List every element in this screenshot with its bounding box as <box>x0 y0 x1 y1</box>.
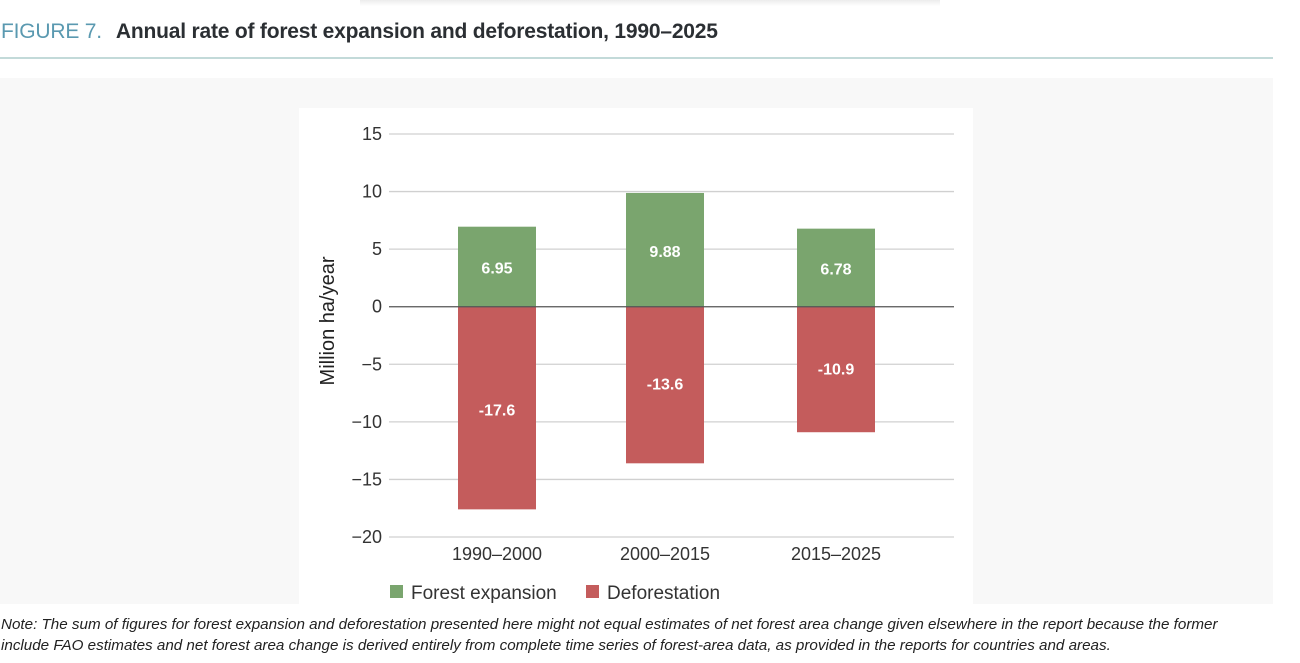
chart-area: 15 10 5 0 −5 −10 −15 −20 1990–2000 2000–2015 2015… <box>299 108 973 604</box>
legend: Forest expansion Deforestation <box>390 583 720 604</box>
deforestation-value-label: -17.6 <box>479 403 516 420</box>
deforestation-value-label: -13.6 <box>647 377 684 394</box>
figure-number: FIGURE 7. <box>1 20 102 43</box>
deforestation-bar <box>797 306 875 433</box>
forest-expansion-bar <box>626 192 704 307</box>
bar-data-labels: 6.95 9.88 6.78 -17.6 -13.6 -10.9 <box>479 244 855 420</box>
y-tick-labels: 15 10 5 0 −5 −10 −15 −20 <box>351 124 382 547</box>
top-shadow <box>360 0 940 6</box>
forest-expansion-value-label: 6.95 <box>481 261 512 278</box>
legend-label: Deforestation <box>607 583 720 604</box>
figure-title: FIGURE 7. Annual rate of forest expansion… <box>1 20 718 44</box>
deforestation-bar <box>626 306 704 464</box>
legend-label: Forest expansion <box>411 583 557 604</box>
bars <box>458 192 875 510</box>
figure-title-text: Annual rate of forest expansion and defo… <box>115 20 718 43</box>
figure-note: Note: The sum of figures for forest expa… <box>1 616 1218 654</box>
legend-swatch-forest-expansion <box>390 585 403 598</box>
forest-expansion-value-label: 9.88 <box>649 244 680 261</box>
x-category-label: 1990–2000 <box>452 544 542 564</box>
y-tick-label: −20 <box>351 527 382 547</box>
x-category-labels: 1990–2000 2000–2015 2015–2025 <box>452 544 881 564</box>
y-tick-label: 0 <box>372 297 382 317</box>
deforestation-bar <box>458 306 536 510</box>
forest-expansion-bar <box>797 228 875 307</box>
y-tick-label: 5 <box>372 239 382 259</box>
y-tick-label: 10 <box>362 182 382 202</box>
y-tick-label: −15 <box>351 469 382 489</box>
x-category-label: 2015–2025 <box>791 544 881 564</box>
deforestation-value-label: -10.9 <box>818 362 855 379</box>
y-tick-label: −5 <box>361 354 382 374</box>
y-tick-label: −10 <box>351 412 382 432</box>
forest-expansion-bar <box>458 226 536 307</box>
legend-swatch-deforestation <box>586 585 599 598</box>
title-divider <box>0 57 1273 59</box>
x-category-label: 2000–2015 <box>620 544 710 564</box>
y-tick-label: 15 <box>362 124 382 144</box>
forest-expansion-value-label: 6.78 <box>820 262 851 279</box>
bar-chart: 15 10 5 0 −5 −10 −15 −20 1990–2000 2000–2015 2015… <box>317 124 954 604</box>
y-axis-title: Million ha/year <box>317 256 339 385</box>
